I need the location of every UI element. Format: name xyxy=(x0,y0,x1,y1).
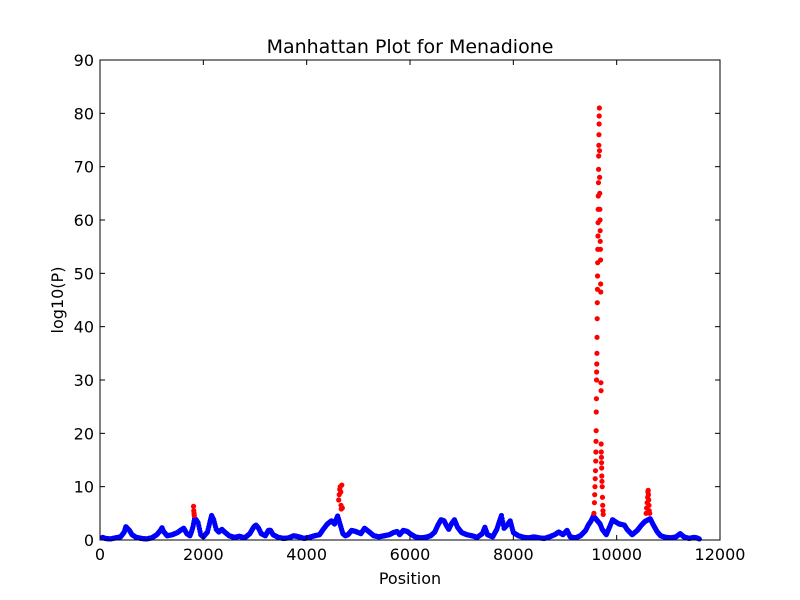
data-point xyxy=(598,388,604,394)
series-1 xyxy=(190,105,653,519)
data-point xyxy=(598,449,604,455)
data-point xyxy=(339,482,345,488)
data-point xyxy=(594,273,601,279)
data-point xyxy=(597,257,604,263)
data-point xyxy=(596,153,602,159)
data-point xyxy=(593,458,599,464)
x-tick-label: 8000 xyxy=(493,545,534,564)
data-point xyxy=(592,468,599,474)
y-tick-label: 40 xyxy=(74,318,94,337)
chart-title: Manhattan Plot for Menadione xyxy=(267,36,554,58)
data-point xyxy=(597,217,603,223)
y-tick-label: 30 xyxy=(74,371,94,390)
data-point xyxy=(593,409,599,415)
data-point xyxy=(595,180,602,186)
data-point xyxy=(594,334,600,340)
data-point xyxy=(593,377,600,383)
data-point xyxy=(598,281,604,287)
data-point xyxy=(591,510,597,516)
y-tick-label: 60 xyxy=(74,211,94,230)
data-point xyxy=(645,487,651,493)
data-point xyxy=(599,484,605,490)
data-point xyxy=(593,428,599,434)
data-point xyxy=(597,206,603,212)
x-tick-label: 4000 xyxy=(286,545,327,564)
y-tick-label: 10 xyxy=(74,478,94,497)
y-axis-label: log10(P) xyxy=(48,267,67,334)
data-point xyxy=(594,316,600,322)
data-point xyxy=(496,520,502,526)
data-point xyxy=(646,497,652,503)
data-point xyxy=(595,166,602,172)
x-tick-label: 6000 xyxy=(390,545,431,564)
data-point xyxy=(598,454,605,460)
data-point xyxy=(599,478,605,484)
data-point xyxy=(646,502,652,508)
data-point xyxy=(597,246,603,252)
data-point xyxy=(598,441,604,447)
data-point xyxy=(596,105,602,111)
data-point xyxy=(596,121,602,127)
x-tick-label: 2000 xyxy=(183,545,224,564)
y-axis: 0 10 20 30 40 50 60 70 80 90 xyxy=(74,51,720,550)
data-point xyxy=(194,519,201,525)
data-point xyxy=(593,438,599,444)
y-tick-label: 0 xyxy=(84,531,94,550)
data-point xyxy=(189,525,196,532)
data-point xyxy=(600,511,606,517)
data-point xyxy=(600,502,606,508)
data-point xyxy=(598,380,604,386)
x-axis: 0 2000 4000 6000 8000 10000 12000 xyxy=(95,60,746,564)
x-axis-label: Position xyxy=(379,569,441,588)
data-point xyxy=(593,396,600,402)
data-point xyxy=(596,132,602,138)
data-point xyxy=(597,174,603,180)
data-point xyxy=(599,473,605,479)
data-point xyxy=(598,460,605,466)
y-tick-label: 50 xyxy=(74,264,94,283)
data-point xyxy=(190,503,197,509)
data-point xyxy=(594,361,600,367)
data-point xyxy=(599,494,606,500)
data-point xyxy=(600,508,606,514)
data-point xyxy=(592,492,598,498)
data-point xyxy=(595,233,601,239)
data-point xyxy=(591,500,598,506)
data-point xyxy=(339,505,345,511)
data-point xyxy=(645,492,652,498)
data-point xyxy=(647,510,653,516)
data-point xyxy=(597,228,603,234)
x-tick-label: 10000 xyxy=(591,545,642,564)
x-tick-label: 0 xyxy=(95,545,105,564)
data-point xyxy=(336,497,342,503)
data-point xyxy=(597,190,603,196)
x-tick-label: 12000 xyxy=(695,545,746,564)
data-point xyxy=(596,148,603,154)
y-tick-label: 20 xyxy=(74,424,94,443)
data-point xyxy=(596,113,602,119)
data-point xyxy=(594,369,600,375)
y-tick-label: 90 xyxy=(74,51,94,70)
data-point xyxy=(206,521,213,527)
data-point xyxy=(596,142,602,148)
data-point xyxy=(599,465,605,471)
data-point xyxy=(594,350,600,356)
data-point xyxy=(598,289,604,295)
data-point xyxy=(338,489,344,495)
data-point xyxy=(191,512,197,519)
data-point xyxy=(597,238,603,244)
y-tick-label: 80 xyxy=(74,104,94,123)
data-point xyxy=(594,300,600,306)
data-point xyxy=(593,449,599,455)
y-tick-label: 70 xyxy=(74,158,94,177)
data-point xyxy=(592,476,598,482)
data-point xyxy=(592,484,598,490)
